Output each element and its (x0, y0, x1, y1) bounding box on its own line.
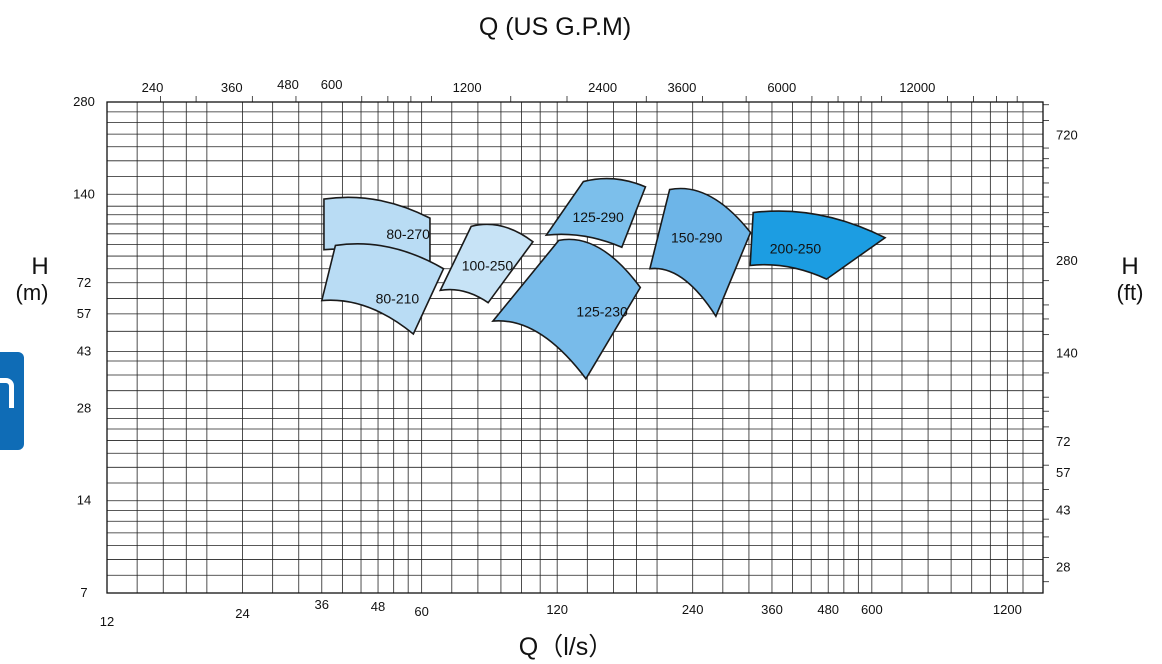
right-tick-label: 43 (1056, 503, 1070, 518)
region-label: 80-270 (386, 226, 430, 242)
region-100-250: 100-250 (438, 223, 535, 304)
region-shape (438, 223, 535, 304)
region-125-230: 125-230 (491, 238, 642, 381)
region-shape (544, 177, 647, 249)
left-tick-label: 28 (77, 400, 91, 415)
bottom-tick-label: 120 (546, 602, 568, 617)
region-label: 80-210 (376, 290, 420, 306)
bottom-tick-label: 48 (371, 599, 385, 614)
top-axis-title: Q (US G.P.M) (479, 13, 631, 41)
region-shape (320, 243, 445, 336)
region-shape (648, 187, 752, 318)
top-tick-label: 480 (277, 77, 299, 92)
bottom-tick-label: 240 (682, 602, 704, 617)
region-label: 125-230 (576, 304, 628, 320)
region-label: 150-290 (671, 230, 723, 246)
tick-labels: 12 24 36 48 60 120 240 360 480 600 1200 240 360 480 60… (73, 77, 1078, 629)
left-tick-label: 280 (73, 94, 95, 109)
bottom-tick-label: 24 (235, 606, 249, 621)
region-shape (491, 238, 642, 381)
right-axis-title-h: H (1121, 253, 1138, 280)
bottom-tick-label: 36 (315, 597, 329, 612)
top-tick-label: 2400 (588, 80, 617, 95)
top-tick-label: 3600 (667, 80, 696, 95)
side-tab[interactable] (0, 352, 24, 450)
region-200-250: 200-250 (749, 210, 887, 281)
region-150-290: 150-290 (648, 187, 752, 318)
top-tick-label: 6000 (767, 80, 796, 95)
region-label: 125-290 (572, 209, 624, 225)
top-tick-label: 600 (321, 77, 343, 92)
right-tick-label: 720 (1056, 127, 1078, 142)
pump-regions: 80-270 80-210 100-250 125-290 125-230 150-290… (320, 177, 887, 381)
region-shape (749, 210, 887, 281)
bottom-tick-label: 600 (861, 602, 883, 617)
left-tick-label: 7 (80, 585, 87, 600)
bottom-tick-label: 60 (414, 604, 428, 619)
left-tick-label: 140 (73, 186, 95, 201)
right-tick-label: 57 (1056, 465, 1070, 480)
bottom-tick-label: 1200 (993, 602, 1022, 617)
top-tick-label: 360 (221, 80, 243, 95)
top-tick-label: 240 (142, 80, 164, 95)
right-tick-label: 28 (1056, 560, 1070, 575)
top-tick-label: 12000 (899, 80, 935, 95)
right-tick-label: 140 (1056, 345, 1078, 360)
region-label: 200-250 (770, 241, 822, 257)
plot-frame (106, 101, 1044, 594)
bottom-tick-label: 12 (100, 614, 114, 629)
right-tick-label: 72 (1056, 434, 1070, 449)
bottom-tick-label: 480 (817, 602, 839, 617)
bottom-axis-title: Q（l/s） (519, 633, 613, 661)
left-tick-label: 72 (77, 275, 91, 290)
left-axis-title-h: H (31, 253, 48, 280)
region-label: 100-250 (462, 257, 514, 273)
left-tick-label: 14 (77, 493, 91, 508)
left-tick-label: 43 (77, 343, 91, 358)
left-tick-label: 57 (77, 306, 91, 321)
right-axis-title-unit: (ft) (1117, 280, 1144, 305)
right-tick-label: 280 (1056, 253, 1078, 268)
left-axis-title-unit: (m) (16, 280, 49, 305)
top-tick-label: 1200 (453, 80, 482, 95)
bottom-tick-label: 360 (761, 602, 783, 617)
region-125-290: 125-290 (544, 177, 647, 249)
region-80-210: 80-210 (320, 243, 445, 336)
